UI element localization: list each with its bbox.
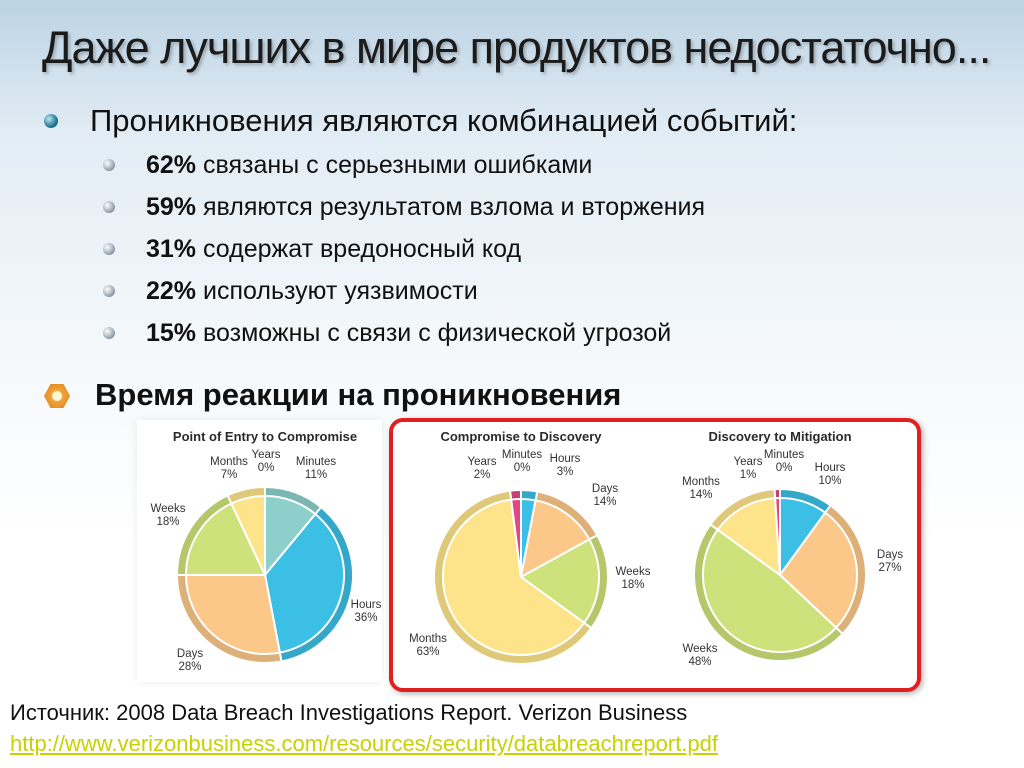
pie-slice-fill-years: [510, 497, 522, 578]
chart-title: Discovery to Mitigation: [708, 429, 851, 444]
sub-bullet-percent: 59%: [146, 193, 197, 221]
slice-label: Hours: [815, 462, 846, 474]
sub-bullet-percent: 15%: [146, 319, 197, 347]
slice-value-label: 10%: [818, 475, 841, 487]
slice-value-label: 27%: [878, 562, 901, 574]
slice-value-label: 7%: [221, 469, 238, 481]
slice-value-label: 1%: [740, 469, 757, 481]
slice-value-label: 18%: [156, 516, 179, 528]
source-link[interactable]: http://www.verizonbusiness.com/resources…: [10, 731, 718, 756]
pie-slice-fill-months: [716, 497, 782, 578]
pie-slice-fill-days: [184, 574, 281, 655]
slice-value-label: 14%: [593, 496, 616, 508]
sub-bullet-physical: 15% возможны с связи с физической угрозо…: [103, 319, 672, 348]
sub-bullet-text: возможны с связи с физической угрозой: [203, 319, 672, 347]
slice-value-label: 2%: [474, 469, 491, 481]
pie-slice-fill-days: [778, 511, 858, 630]
slice-label: Months: [409, 633, 447, 645]
sub-bullet-percent: 22%: [146, 277, 197, 305]
pie-slice-fill-weeks: [184, 502, 267, 576]
sub-bullet-text: являются результатом взлома и вторжения: [203, 193, 706, 221]
sub-bullet-dot-icon: [103, 243, 115, 255]
sub-bullet-dot-icon: [103, 285, 115, 297]
slice-label: Years: [468, 456, 497, 468]
sub-bullet-malware: 31% содержат вредоносный код: [103, 235, 522, 264]
sub-bullet-text: используют уязвимости: [203, 277, 478, 305]
sub-bullet-errors: 62% связаны с серьезными ошибками: [103, 151, 593, 180]
slice-label: Minutes: [296, 456, 337, 468]
sub-bullet-hacking: 59% являются результатом взлома и вторже…: [103, 193, 706, 222]
bullet-text: Проникновения являются комбинацией событ…: [90, 103, 798, 138]
slice-value-label: 0%: [776, 462, 793, 474]
slice-label: Weeks: [683, 643, 718, 655]
pie-slice-fill-hours: [263, 512, 345, 654]
bullet-dot-icon: [44, 114, 58, 128]
pie-slice-fill-weeks: [519, 538, 600, 625]
slice-value-label: 48%: [688, 656, 711, 668]
bullet-intrusions: Проникновения являются комбинацией событ…: [44, 103, 798, 139]
slice-label: Months: [210, 456, 248, 468]
slice-label: Minutes: [502, 449, 543, 461]
pie-slice-fill-months: [442, 498, 586, 656]
slice-value-label: 28%: [178, 661, 201, 673]
slice-value-label: 18%: [621, 579, 644, 591]
slice-label: Hours: [351, 599, 382, 611]
bullet-text: Время реакции на проникновения: [95, 377, 622, 412]
chart-title: Compromise to Discovery: [440, 429, 602, 444]
source-citation: Источник: 2008 Data Breach Investigation…: [10, 700, 688, 725]
sub-bullet-text: связаны с серьезными ошибками: [203, 151, 593, 179]
slice-label: Weeks: [151, 503, 186, 515]
slice-value-label: 0%: [514, 462, 531, 474]
pie-slice-fill-days: [519, 499, 591, 579]
slice-label: Days: [877, 549, 903, 561]
slice-value-label: 36%: [354, 612, 377, 624]
slice-value-label: 11%: [305, 469, 327, 481]
sub-bullet-dot-icon: [103, 201, 115, 213]
slice-label: Weeks: [616, 566, 651, 578]
slice-value-label: 14%: [689, 489, 712, 501]
sub-bullet-dot-icon: [103, 327, 115, 339]
pie-slice-fill-years: [774, 496, 781, 576]
sub-bullet-percent: 31%: [146, 235, 197, 263]
slice-value-label: 3%: [557, 466, 574, 478]
sub-bullet-percent: 62%: [146, 151, 197, 179]
slice-label: Years: [734, 456, 763, 468]
slice-label: Days: [177, 648, 203, 660]
slice-label: Days: [592, 483, 618, 495]
slice-value-label: 63%: [416, 646, 439, 658]
pie-slice-fill-months: [230, 494, 266, 576]
slice-label: Hours: [550, 453, 581, 465]
slice-label: Years: [252, 449, 281, 461]
slice-value-label: 0%: [258, 462, 275, 474]
pie-slice-fill-weeks: [702, 528, 838, 653]
slice-label: Months: [682, 476, 720, 488]
sub-bullet-text: содержат вредоносный код: [203, 235, 522, 263]
chart-title: Point of Entry to Compromise: [173, 429, 357, 444]
sub-bullet-vulnerabilities: 22% используют уязвимости: [103, 277, 478, 306]
sub-bullet-dot-icon: [103, 159, 115, 171]
slice-label: Minutes: [764, 449, 805, 461]
slide-title: Даже лучших в мире продуктов недостаточн…: [42, 22, 991, 73]
